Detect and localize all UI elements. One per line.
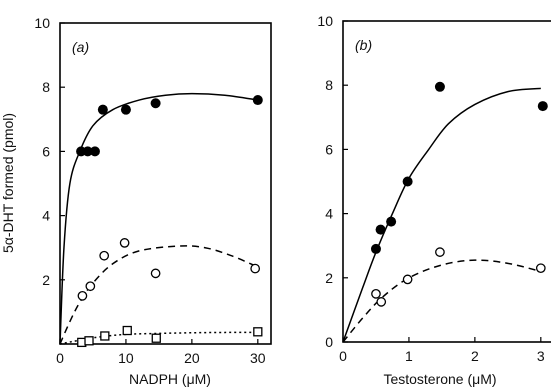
data-point-filled-circle [537, 101, 548, 112]
data-point-filled-circle [150, 98, 161, 109]
y-tick-label: 10 [317, 13, 333, 29]
y-tick-label: 8 [42, 79, 50, 95]
x-tick-label: 30 [250, 350, 266, 366]
panel-b-label: (b) [355, 37, 372, 53]
panel-b-curves [342, 87, 541, 343]
x-tick-label: 0 [56, 350, 64, 366]
x-tick-label: 10 [118, 350, 134, 366]
dashed-fit-curve [59, 245, 259, 345]
data-point-filled-circle [97, 104, 108, 115]
panel-a-curves [59, 92, 259, 345]
y-axis-title: 5α-DHT formed (pmol) [0, 113, 16, 253]
panel-a-y-ticks: 2 4 6 8 10 [34, 15, 65, 345]
panel-b-x-axis-title: Testosterone (μM) [383, 371, 496, 387]
x-tick-label: 20 [184, 350, 200, 366]
solid-fit-curve [342, 87, 541, 343]
y-tick-label: 6 [42, 143, 50, 159]
data-point-open-circle [371, 288, 381, 299]
panel-b-y-ticks: 0 2 4 6 8 10 [317, 13, 348, 350]
panel-a-points [76, 95, 263, 348]
panel-a: (a) 2 4 6 8 10 0 10 20 30 NADPH (μM) [34, 15, 272, 387]
data-point-open-circle [402, 274, 413, 285]
y-tick-label: 2 [42, 272, 50, 288]
data-point-filled-circle [252, 95, 263, 106]
data-point-open-square [84, 336, 94, 346]
y-tick-label: 4 [325, 206, 333, 222]
y-tick-label: 6 [325, 141, 333, 157]
dashed-fit-curve [342, 259, 541, 343]
panel-a-x-axis-title: NADPH (μM) [129, 371, 211, 387]
panel-b-frame [342, 20, 551, 343]
x-tick-label: 3 [537, 348, 545, 364]
data-point-filled-circle [386, 216, 397, 227]
data-point-filled-circle [120, 104, 131, 115]
panel-b-points [370, 81, 548, 307]
data-point-filled-circle [82, 146, 93, 157]
panel-b-x-ticks: 0 1 2 3 [339, 337, 545, 364]
panel-b: (b) 0 2 4 6 8 10 0 1 2 3 Testosterone (μM) [317, 13, 551, 387]
data-point-open-circle [435, 247, 445, 257]
data-point-open-circle [119, 238, 130, 248]
data-point-filled-circle [434, 81, 445, 92]
data-point-filled-circle [375, 224, 386, 235]
data-point-open-circle [250, 263, 261, 274]
data-point-filled-circle [370, 243, 381, 254]
data-point-open-circle [376, 297, 387, 307]
data-point-open-square [253, 327, 263, 337]
data-point-open-circle [85, 281, 96, 292]
y-tick-label: 8 [325, 77, 333, 93]
x-tick-label: 1 [405, 348, 413, 364]
data-point-filled-circle [89, 146, 100, 157]
y-tick-label: 4 [42, 208, 50, 224]
panel-a-label: (a) [72, 39, 89, 55]
x-tick-label: 0 [339, 348, 347, 364]
solid-fit-curve [59, 92, 258, 345]
data-point-filled-circle [402, 176, 413, 187]
data-point-open-square [100, 331, 110, 341]
y-tick-label: 2 [325, 270, 333, 286]
y-tick-label: 10 [34, 15, 50, 31]
data-point-open-square [151, 333, 161, 343]
data-point-open-square [122, 325, 132, 336]
data-point-open-circle [150, 268, 161, 279]
x-tick-label: 2 [471, 348, 479, 364]
panel-a-frame [59, 22, 272, 345]
y-tick-label: 0 [325, 334, 333, 350]
panel-a-x-ticks: 0 10 20 30 [56, 339, 266, 366]
data-point-open-circle [77, 290, 88, 301]
data-point-open-circle [99, 250, 110, 261]
data-point-open-circle [535, 263, 546, 274]
